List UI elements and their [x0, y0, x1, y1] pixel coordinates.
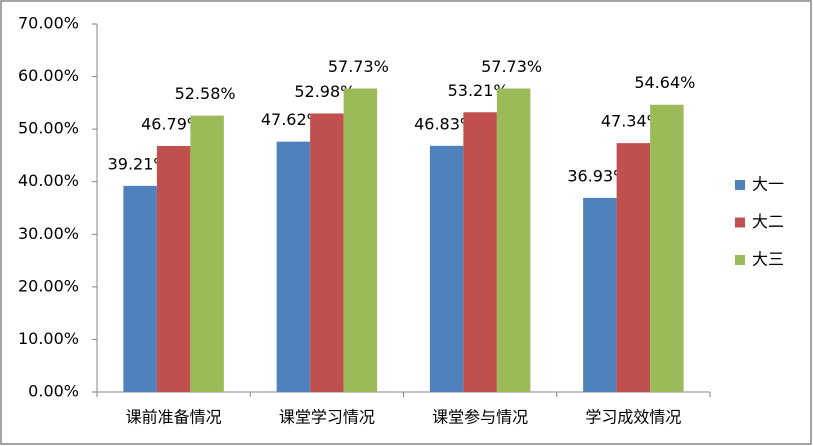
data-label: 47.34% [601, 112, 662, 131]
data-label: 54.64% [634, 73, 695, 92]
data-label: 46.79% [141, 115, 202, 134]
y-tick-label: 50.00% [18, 119, 79, 138]
data-label: 57.73% [328, 57, 389, 76]
bar [429, 145, 464, 392]
bar [463, 112, 497, 392]
data-label: 53.21% [448, 81, 509, 100]
x-tick-label: 学习成效情况 [585, 408, 681, 427]
bar [123, 185, 157, 392]
bar [616, 143, 651, 392]
y-tick-label: 20.00% [18, 276, 79, 295]
legend-label: 大三 [752, 250, 784, 269]
legend-swatch [735, 217, 745, 228]
data-label: 39.21% [108, 154, 169, 173]
bar [650, 104, 684, 392]
data-label: 57.73% [481, 57, 542, 76]
y-tick-label: 30.00% [18, 224, 79, 243]
bar [276, 141, 311, 392]
bar [343, 88, 378, 393]
data-label: 47.62% [261, 110, 322, 129]
x-tick-label: 课堂参与情况 [432, 408, 528, 427]
data-label: 52.98% [294, 82, 355, 101]
x-tick-label: 课堂学习情况 [279, 408, 375, 427]
legend-swatch [735, 180, 745, 190]
legend-swatch [735, 255, 745, 265]
y-tick-label: 0.00% [28, 382, 79, 401]
y-tick-label: 70.00% [18, 14, 79, 33]
bar [156, 146, 191, 392]
bar [583, 197, 617, 392]
data-label: 36.93% [567, 166, 628, 185]
y-tick-label: 10.00% [18, 329, 79, 348]
y-tick-label: 60.00% [18, 66, 79, 85]
legend-label: 大一 [752, 175, 784, 194]
x-tick-label: 课前准备情况 [126, 408, 222, 427]
legend-label: 大二 [752, 212, 784, 231]
bar [496, 88, 531, 393]
data-label: 46.83% [414, 114, 475, 133]
bar [310, 113, 344, 393]
y-tick-label: 40.00% [18, 171, 79, 190]
bar [190, 115, 224, 392]
data-label: 52.58% [175, 84, 236, 103]
